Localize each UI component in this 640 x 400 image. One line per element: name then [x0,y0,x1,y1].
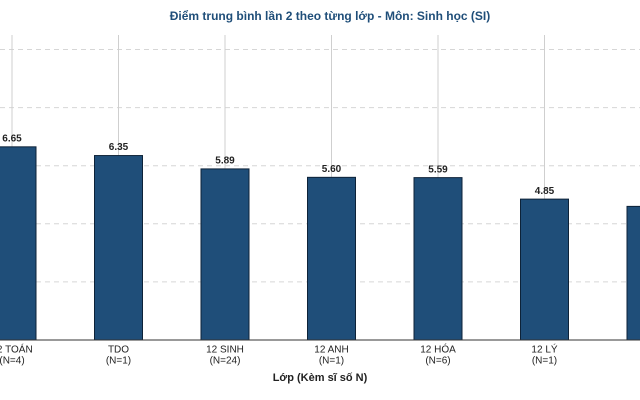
value-label: 4.85 [535,186,555,197]
bar [626,205,640,341]
x-tick-label: 12 TOÁN [0,343,33,356]
bar [200,168,250,341]
x-tick-label: 12 HÓA [420,343,456,356]
x-tick-note: (N=1) [319,356,344,367]
value-label: 5.89 [215,156,235,167]
value-label: 5.60 [322,164,342,175]
x-tick-label: 12 ANH [314,345,348,356]
x-axis-label: Lớp (Kèm sĩ số N) [273,372,368,384]
x-tick-note: (N=6) [425,356,450,367]
x-tick-label: 12 SINH [206,345,244,356]
x-tick-note: (N=1) [532,356,557,367]
x-tick-note: (N=1) [106,356,131,367]
chart-title: Điểm trung bình lần 2 theo từng lớp - Mô… [170,9,491,23]
x-tick-note: (N=4) [0,356,25,367]
value-label: 6.65 [2,133,22,144]
bar [413,177,463,341]
bar [0,146,37,341]
bar [94,155,143,341]
value-label: 6.35 [109,142,129,153]
x-tick-label: TDO [108,345,129,356]
x-tick-note: (N=24) [210,356,241,367]
bar [307,176,356,341]
x-tick-label: 12 LÝ [531,343,557,356]
value-label: 5.59 [428,164,448,175]
bar [520,198,569,341]
